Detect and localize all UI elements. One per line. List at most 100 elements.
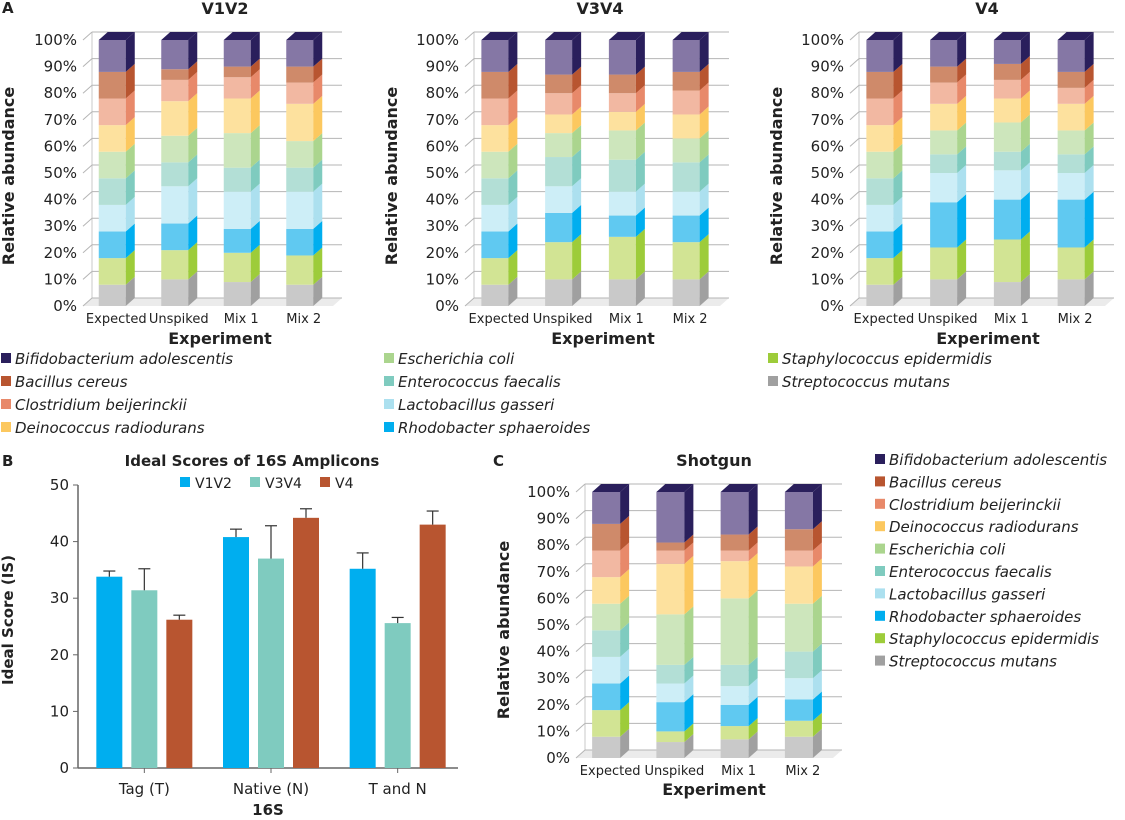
x-axis-label: Experiment [168,329,272,348]
bar-escherichia-coli [656,614,685,665]
floor [465,298,729,306]
bar-escherichia-coli [592,603,621,631]
bar-clostridium-beijerinckii [930,82,958,104]
bar-enterococcus-faecalis [784,651,813,679]
legend-swatch-deinococcus-radiodurans [875,521,885,532]
legend-swatch-enterococcus-faecalis [875,566,885,576]
bar-staphylococcus-epidermidis [161,250,189,280]
bar-streptococcus-mutans [1057,279,1085,306]
bar-bifidobacterium-adolescentis [286,40,314,67]
bar-bifidobacterium-adolescentis-side [620,484,630,524]
bar-rhodobacter-sphaeroides [993,199,1021,240]
y-tick-label: 60% [811,137,844,155]
bar-escherichia-coli-side [957,122,967,155]
bar-rhodobacter-sphaeroides [545,212,573,243]
y-tick-label: 20% [537,696,570,714]
x-tick-label: Expected [580,764,641,779]
bar-top [930,32,967,40]
bar-lactobacillus-gasseri-side [635,183,645,216]
bar-bacillus-cereus [672,71,700,91]
x-tick-label: Mix 2 [673,312,708,327]
legend-swatch-lactobacillus-gasseri [384,399,394,409]
bar-bacillus-cereus-side [1084,63,1094,88]
bar-lactobacillus-gasseri [656,683,685,703]
chart-shotgun: 0% 10% 20% 30% 40% 50% 60% 70% 80% 90% 100% Expecte… [494,451,842,799]
bar-escherichia-coli-side [635,122,645,160]
gridline-depth [464,164,475,174]
x-tick-label: Mix 1 [994,312,1029,327]
bar-deinococcus-radiodurans [98,125,126,152]
bar-clostridium-beijerinckii [545,93,573,115]
bar-streptococcus-mutans-side [125,276,135,306]
bar-bifidobacterium-adolescentis-side [812,484,822,530]
bar-enterococcus-faecalis-side [250,159,260,192]
bar-deinococcus-radiodurans-side [620,569,630,604]
chart-v3v4: 0% 10% 20% 30% 40% 50% 60% 70% 80% 90% 100% Expecte… [382,0,729,348]
bar-escherichia-coli-side [748,590,758,665]
bar-escherichia-coli-side [812,595,822,652]
bar-clostridium-beijerinckii-side [635,85,645,112]
bar-staphylococcus-epidermidis-side [748,718,758,740]
bar-rhodobacter-sphaeroides-side [812,691,822,721]
y-tick-label: 30% [426,217,459,235]
bar-staphylococcus-epidermidis [1057,247,1085,280]
bar-staphylococcus-epidermidis [672,242,700,280]
bar-staphylococcus-epidermidis [720,726,749,740]
bar-bacillus-cereus-side [748,526,758,551]
bar-streptococcus-mutans [672,279,700,306]
bar-bifidobacterium-adolescentis [672,40,700,72]
bar-bifidobacterium-adolescentis-side [1020,32,1030,64]
x-tick-label: Expected [854,312,915,327]
legend-swatch-clostridium-beijerinckii [1,399,11,409]
y-tick-label: 50% [537,616,570,634]
bar-bacillus-cereus-side [572,66,582,94]
bar-streptococcus-mutans-side [313,276,323,306]
y-tick-label: 20% [811,244,844,262]
bar-lactobacillus-gasseri [98,204,126,232]
bar-staphylococcus-epidermidis-side [1084,239,1094,280]
gridline-depth [849,84,860,94]
bar-streptococcus-mutans [592,736,621,758]
bar-escherichia-coli-side [125,143,135,179]
bar-enterococcus-faecalis-side [508,170,518,205]
legend-label-bifidobacterium-adolescentis: Bifidobacterium adolescentis [15,350,233,368]
legend-swatch-escherichia-coli [384,353,394,363]
x-tick-label: Mix 1 [721,764,756,779]
bar-escherichia-coli [545,133,573,158]
gridline-depth [575,749,586,759]
bar-rhodobacter-sphaeroides-side [620,675,630,711]
bar-escherichia-coli-side [572,125,582,158]
gridline-depth [849,58,860,67]
legend-label-bacillus-cereus: Bacillus cereus [15,373,128,391]
bar-top [1057,32,1094,40]
bar-deinococcus-radiodurans-side [684,555,694,615]
bar-staphylococcus-epidermidis [930,247,958,280]
bar-deinococcus-radiodurans-side [957,95,967,131]
bar-bifidobacterium-adolescentis [161,40,189,70]
bar-lactobacillus-gasseri [161,186,189,224]
bar-bacillus-cereus-side [957,58,967,83]
bar-streptococcus-mutans [720,739,749,758]
bar-deinococcus-radiodurans-side [748,553,758,599]
bar-top [656,484,694,492]
gridline-depth [82,84,93,94]
gridline-depth [82,58,93,67]
bar-escherichia-coli [930,130,958,155]
gridline-depth [464,58,475,67]
bar-deinococcus-radiodurans [993,98,1021,123]
gridline-depth [849,271,860,280]
legend-swatch-deinococcus-radiodurans [1,422,11,432]
x-tick-label: Unspiked [645,764,705,779]
bar-deinococcus-radiodurans [545,114,573,134]
bar-deinococcus-radiodurans [672,114,700,139]
bar-staphylococcus-epidermidis [592,710,621,737]
bar-escherichia-coli [866,151,894,179]
bar-rhodobacter-sphaeroides [930,202,958,248]
bar-enterococcus-faecalis-side [125,170,135,205]
legend-label-deinococcus-radiodurans: Deinococcus radiodurans [889,518,1079,536]
bar-deinococcus-radiodurans-side [1084,95,1094,131]
legend-swatch-streptococcus-mutans [768,376,778,386]
bar-enterococcus-faecalis [223,167,251,192]
gridline-depth [575,510,586,519]
gridline-depth [849,191,860,200]
